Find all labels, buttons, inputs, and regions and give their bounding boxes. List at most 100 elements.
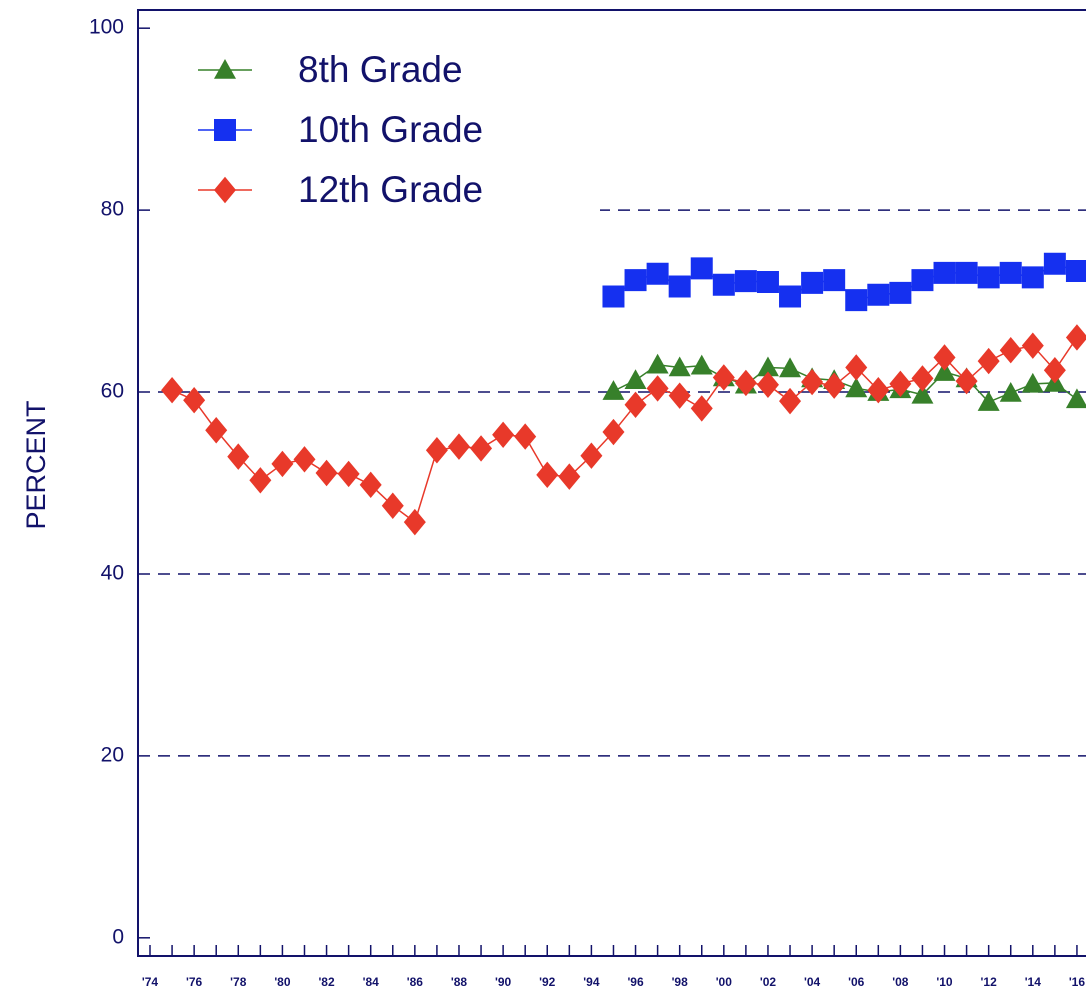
data-point	[977, 266, 1000, 289]
data-point	[1065, 388, 1086, 409]
series-line	[613, 363, 1078, 403]
data-point	[712, 273, 735, 296]
data-point	[845, 289, 868, 312]
data-point	[889, 370, 912, 398]
x-tick-label: '84	[363, 975, 380, 989]
x-tick-label: '16	[1069, 975, 1086, 989]
x-tick-label: '08	[892, 975, 909, 989]
data-point	[1065, 324, 1086, 351]
data-point	[646, 353, 669, 374]
y-tick-label: 100	[89, 16, 124, 39]
data-point	[602, 285, 625, 308]
y-tick-label: 60	[101, 380, 124, 403]
data-point	[734, 270, 757, 293]
x-tick-label: '14	[1025, 975, 1042, 989]
legend: 8th Grade 10th Grade 12th Grade	[155, 40, 600, 218]
data-point	[977, 391, 1000, 411]
data-point	[646, 375, 669, 402]
x-tick-label: '76	[186, 975, 203, 989]
data-point	[779, 285, 802, 308]
data-point	[756, 371, 779, 398]
series-line	[613, 262, 1078, 301]
x-tick-label: '94	[583, 975, 600, 989]
data-point	[999, 261, 1022, 284]
data-point	[955, 261, 978, 284]
data-point	[359, 471, 382, 499]
data-point	[801, 368, 824, 396]
data-point	[690, 395, 713, 422]
data-point	[911, 383, 934, 404]
data-point	[867, 283, 890, 306]
data-point	[779, 387, 802, 415]
data-point	[690, 354, 713, 375]
data-point	[1065, 260, 1086, 283]
data-point	[624, 369, 647, 390]
data-point	[580, 442, 603, 469]
data-point	[823, 372, 846, 399]
data-point	[624, 391, 647, 418]
data-point	[425, 437, 448, 464]
data-point	[293, 446, 316, 473]
data-point	[161, 377, 184, 404]
x-tick-label: '12	[981, 975, 998, 989]
x-tick-label: '10	[936, 975, 953, 989]
data-point	[756, 270, 779, 293]
y-tick-label: 40	[101, 562, 124, 585]
data-point	[602, 380, 625, 400]
x-tick-label: '74	[142, 975, 159, 989]
data-point	[845, 354, 868, 381]
data-point	[646, 262, 669, 285]
legend-marker	[214, 176, 236, 204]
data-point	[602, 418, 625, 446]
x-tick-label: '82	[318, 975, 335, 989]
data-point	[977, 347, 1000, 375]
x-tick-label: '92	[539, 975, 556, 989]
data-point	[1043, 357, 1066, 384]
data-point	[999, 336, 1022, 364]
data-point	[911, 365, 934, 392]
legend-label: 10th Grade	[298, 109, 483, 150]
data-point	[1021, 266, 1044, 289]
data-point	[712, 364, 735, 391]
y-tick-label: 20	[101, 743, 124, 766]
x-tick-label: '78	[230, 975, 247, 989]
x-tick-label: '02	[760, 975, 777, 989]
data-point	[889, 281, 912, 304]
legend-marker	[214, 59, 236, 79]
legend-label: 8th Grade	[298, 49, 463, 90]
data-point	[205, 417, 228, 444]
data-point	[403, 508, 426, 536]
x-tick-label: '88	[451, 975, 468, 989]
data-point	[514, 423, 537, 450]
data-point	[249, 467, 272, 494]
data-point	[933, 261, 956, 284]
x-tick-label: '00	[716, 975, 733, 989]
data-point	[823, 269, 846, 292]
plot-frame	[137, 9, 1086, 957]
data-point	[447, 433, 470, 460]
x-tick-label: '96	[627, 975, 644, 989]
data-point	[779, 357, 802, 378]
data-point	[271, 450, 294, 478]
y-axis-label: PERCENT	[21, 400, 51, 529]
x-tick-label: '86	[407, 975, 424, 989]
data-point	[734, 369, 757, 397]
data-point	[756, 356, 779, 377]
data-point	[668, 382, 691, 409]
data-point	[845, 377, 868, 398]
data-point	[183, 387, 206, 414]
data-point	[1021, 332, 1044, 359]
data-point	[492, 421, 515, 448]
data-point	[315, 459, 338, 487]
data-point	[867, 377, 890, 404]
x-tick-label: '06	[848, 975, 865, 989]
x-tick-label: '80	[274, 975, 291, 989]
data-point	[801, 271, 824, 294]
data-point	[911, 269, 934, 292]
data-point	[955, 367, 978, 395]
data-point	[933, 344, 956, 371]
data-point	[933, 361, 956, 381]
legend-label: 12th Grade	[298, 169, 483, 210]
x-tick-label: '90	[495, 975, 512, 989]
x-tick-label: '04	[804, 975, 821, 989]
